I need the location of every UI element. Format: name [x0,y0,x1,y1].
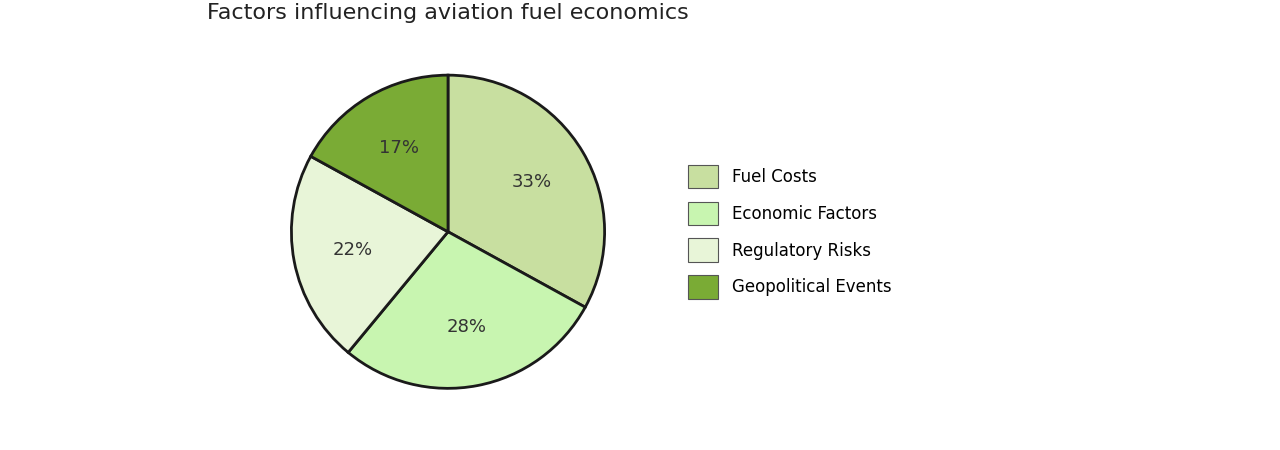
Legend: Fuel Costs, Economic Factors, Regulatory Risks, Geopolitical Events: Fuel Costs, Economic Factors, Regulatory… [672,148,908,315]
Text: 22%: 22% [333,241,372,259]
Text: 33%: 33% [512,173,552,191]
Wedge shape [448,75,604,307]
Wedge shape [292,156,448,352]
Wedge shape [348,232,585,388]
Wedge shape [311,75,448,232]
Text: 17%: 17% [379,139,419,157]
Text: 28%: 28% [447,318,486,336]
Title: Factors influencing aviation fuel economics: Factors influencing aviation fuel econom… [207,3,689,23]
